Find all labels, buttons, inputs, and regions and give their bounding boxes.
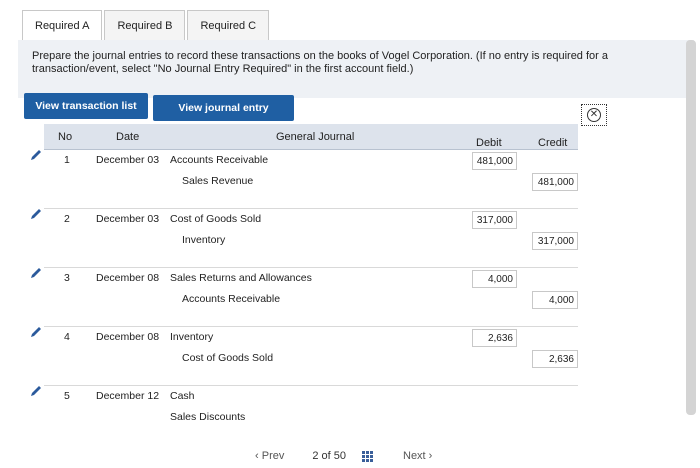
table-row: 2 December 03 Cost of Goods Sold 317,000… <box>44 209 578 268</box>
entry-number: 2 <box>64 213 70 225</box>
credit-field[interactable]: 2,636 <box>532 350 578 368</box>
table-row: 4 December 08 Inventory 2,636 Cost of Go… <box>44 327 578 386</box>
instruction-text: Prepare the journal entries to record th… <box>18 40 694 98</box>
header-credit: Credit <box>538 137 568 149</box>
entry-number: 4 <box>64 331 70 343</box>
table-header: No Date General Journal Debit Credit <box>44 124 578 150</box>
header-no: No <box>58 131 73 143</box>
pencil-icon[interactable] <box>29 207 43 221</box>
credit-account: Sales Discounts <box>170 411 246 423</box>
entry-date: December 03 <box>96 154 160 166</box>
credit-account: Accounts Receivable <box>182 293 281 305</box>
pencil-icon[interactable] <box>29 148 43 162</box>
entry-date: December 12 <box>96 390 160 402</box>
header-date: Date <box>116 131 140 143</box>
debit-account: Inventory <box>170 331 214 343</box>
debit-account: Accounts Receivable <box>170 154 269 166</box>
entry-number: 5 <box>64 390 70 402</box>
entry-date: December 08 <box>96 272 160 284</box>
close-circle-icon: ✕ <box>587 108 601 122</box>
debit-field[interactable]: 4,000 <box>472 270 517 288</box>
pencil-icon[interactable] <box>29 266 43 280</box>
next-button[interactable]: Next › <box>403 450 433 462</box>
debit-field[interactable]: 2,636 <box>472 329 517 347</box>
debit-field[interactable]: 481,000 <box>472 152 517 170</box>
credit-field[interactable]: 4,000 <box>532 291 578 309</box>
pagination: ‹ Prev 2 of 50 Next › <box>255 450 432 462</box>
credit-account: Inventory <box>182 234 226 246</box>
entry-number: 3 <box>64 272 70 284</box>
credit-account: Sales Revenue <box>182 175 254 187</box>
tab-bar: Required A Required B Required C <box>22 10 271 40</box>
pencil-icon[interactable] <box>29 325 43 339</box>
pencil-icon[interactable] <box>29 384 43 398</box>
credit-account: Cost of Goods Sold <box>182 352 274 364</box>
table-row: 3 December 08 Sales Returns and Allowanc… <box>44 268 578 327</box>
credit-field[interactable]: 317,000 <box>532 232 578 250</box>
table-row: 5 December 12 Cash Sales Discounts <box>44 386 578 436</box>
tab-required-c[interactable]: Required C <box>187 10 270 40</box>
entry-date: December 03 <box>96 213 160 225</box>
debit-account: Sales Returns and Allowances <box>170 272 312 284</box>
page-indicator: 2 of 50 <box>312 450 346 462</box>
journal-table: No Date General Journal Debit Credit 1 D… <box>44 124 578 436</box>
scrollbar[interactable] <box>686 40 696 415</box>
header-general-journal: General Journal <box>276 131 355 143</box>
debit-account: Cash <box>170 390 195 402</box>
table-row: 1 December 03 Accounts Receivable 481,00… <box>44 150 578 209</box>
view-transaction-list-button[interactable]: View transaction list <box>24 93 148 119</box>
credit-field[interactable]: 481,000 <box>532 173 578 191</box>
close-button[interactable]: ✕ <box>581 104 607 126</box>
entry-number: 1 <box>64 154 70 166</box>
tab-required-a[interactable]: Required A <box>22 10 103 40</box>
entry-date: December 08 <box>96 331 160 343</box>
debit-account: Cost of Goods Sold <box>170 213 262 225</box>
header-debit: Debit <box>476 137 502 149</box>
debit-field[interactable]: 317,000 <box>472 211 517 229</box>
grid-icon[interactable] <box>362 450 373 462</box>
tab-required-b[interactable]: Required B <box>104 10 186 40</box>
view-journal-entry-worksheet-button[interactable]: View journal entry worksheet <box>153 95 294 140</box>
prev-button[interactable]: ‹ Prev <box>255 450 285 462</box>
